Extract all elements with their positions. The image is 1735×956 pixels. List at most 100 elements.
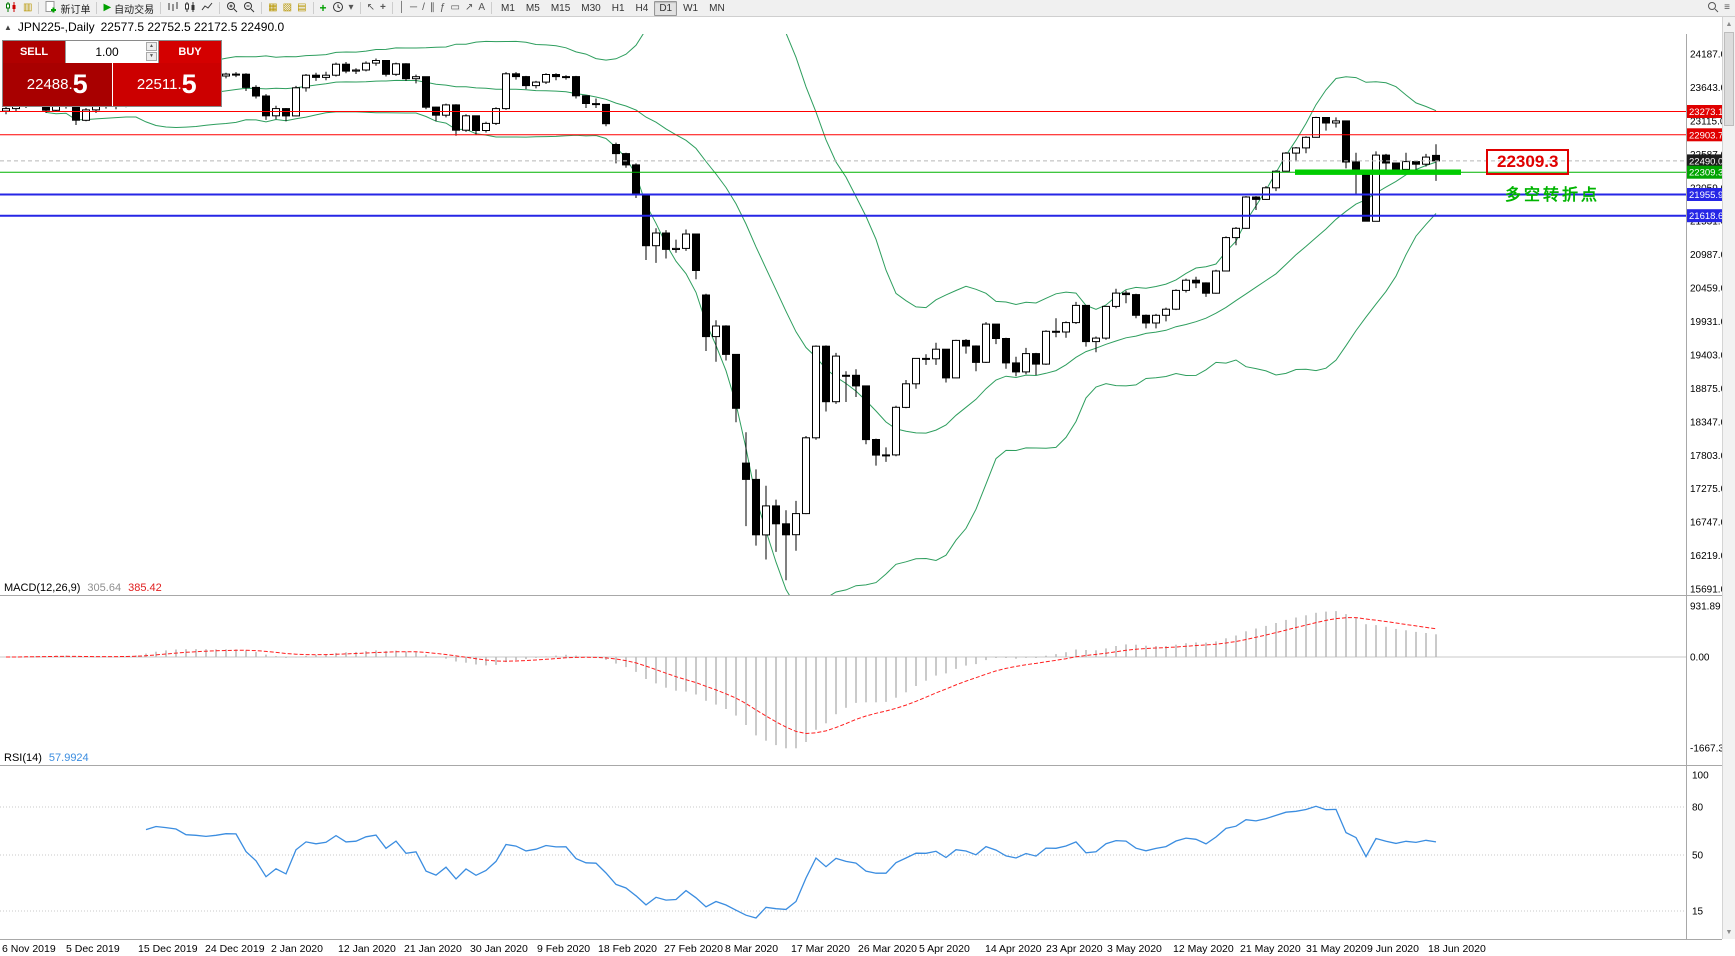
line-chart-icon <box>201 1 213 16</box>
svg-text:23115.0: 23115.0 <box>1690 116 1726 127</box>
arrange-windows-button[interactable]: ▤ <box>295 1 308 16</box>
tile-windows-button[interactable]: ▦ <box>266 1 279 16</box>
svg-text:18 Jun 2020: 18 Jun 2020 <box>1428 943 1486 955</box>
svg-text:12 May 2020: 12 May 2020 <box>1173 943 1234 955</box>
zoom-out-button[interactable] <box>241 1 257 16</box>
search-button[interactable] <box>1705 1 1721 16</box>
arrange-windows-icon: ▤ <box>297 2 307 13</box>
buy-button[interactable]: BUY <box>159 41 221 63</box>
one-click-collapse-button[interactable]: ▲ <box>4 22 12 32</box>
chart-canvas[interactable]: 24187.023643.023115.022587.022059.021531… <box>0 17 1735 956</box>
timeframe-mn-button[interactable]: MN <box>704 1 730 16</box>
svg-text:6 Nov 2019: 6 Nov 2019 <box>2 943 56 955</box>
timeframe-d1-button[interactable]: D1 <box>654 0 678 16</box>
svg-text:30 Jan 2020: 30 Jan 2020 <box>470 943 528 955</box>
timeframe-m5-button[interactable]: M5 <box>521 1 545 16</box>
svg-text:23643.0: 23643.0 <box>1690 83 1727 94</box>
templates-button[interactable]: ▾ <box>347 1 356 16</box>
sell-button[interactable]: SELL <box>3 41 65 63</box>
zoom-out-icon <box>243 1 255 16</box>
timeframe-h4-button[interactable]: H4 <box>631 1 654 16</box>
svg-text:18 Feb 2020: 18 Feb 2020 <box>598 943 657 955</box>
scroll-down-arrow[interactable]: ▼ <box>1725 928 1733 936</box>
new-order-label: 新订单 <box>60 4 91 16</box>
new-order-button[interactable]: 新订单 <box>43 0 92 16</box>
zoom-in-button[interactable] <box>224 1 240 16</box>
fibonacci-button[interactable]: ƒ <box>438 1 448 16</box>
volume-decrease-button[interactable]: ▼ <box>146 52 157 61</box>
bar-chart-icon <box>167 1 179 16</box>
svg-text:31 May 2020: 31 May 2020 <box>1306 943 1367 955</box>
scroll-up-arrow[interactable]: ▲ <box>1725 20 1733 28</box>
vertical-line-button[interactable]: │ <box>397 1 407 16</box>
trendline-icon: / <box>422 2 425 13</box>
svg-text:9 Jun 2020: 9 Jun 2020 <box>1367 943 1419 955</box>
volume-field: ▲ ▼ <box>65 41 159 63</box>
profiles-button[interactable]: ▥ <box>21 1 34 16</box>
timeframe-m30-button[interactable]: M30 <box>576 1 605 16</box>
profiles-icon: ▥ <box>23 2 33 13</box>
rsi-layer <box>0 805 1686 919</box>
svg-text:8 Mar 2020: 8 Mar 2020 <box>725 943 778 955</box>
rsi-value: 57.9924 <box>48 752 89 764</box>
svg-text:22309.3: 22309.3 <box>1689 168 1723 179</box>
svg-text:-1667.31: -1667.31 <box>1690 744 1730 755</box>
rsi-indicator-label: RSI(14) 57.9924 <box>4 752 89 764</box>
svg-text:19931.0: 19931.0 <box>1690 317 1727 328</box>
cascade-windows-button[interactable]: ▧ <box>281 1 294 16</box>
svg-text:24 Dec 2019: 24 Dec 2019 <box>205 943 265 955</box>
shapes-icon: ▭ <box>450 2 460 13</box>
fibonacci-icon: ƒ <box>439 2 446 13</box>
cursor-icon: ↖ <box>366 2 375 13</box>
toolbar: ▥ 新订单 ▶ 自动交易 ▦ ▧ ▤ + ▾ ↖ + │ ─ / ∥ ƒ ▭ ↗ … <box>0 0 1735 17</box>
shapes-button[interactable]: ▭ <box>448 1 461 16</box>
cursor-button[interactable]: ↖ <box>365 1 377 16</box>
trendline-button[interactable]: / <box>420 1 427 16</box>
candle-chart-button[interactable] <box>182 1 198 16</box>
turning-point-note: 多空转折点 <box>1505 187 1601 204</box>
indicators-plus-icon: + <box>319 1 327 15</box>
timeframe-m1-button[interactable]: M1 <box>496 1 520 16</box>
play-icon: ▶ <box>103 2 112 13</box>
toolbar-separator <box>160 2 162 14</box>
tile-windows-icon: ▦ <box>268 2 278 13</box>
auto-trading-button[interactable]: ▶ 自动交易 <box>101 1 156 16</box>
vertical-scrollbar[interactable]: ▲ ▼ <box>1722 17 1735 939</box>
svg-text:5 Dec 2019: 5 Dec 2019 <box>66 943 120 955</box>
svg-text:14 Apr 2020: 14 Apr 2020 <box>985 943 1042 955</box>
scrollbar-thumb[interactable] <box>1724 32 1734 126</box>
svg-text:23 Apr 2020: 23 Apr 2020 <box>1046 943 1103 955</box>
svg-text:15 Dec 2019: 15 Dec 2019 <box>138 943 198 955</box>
svg-text:15: 15 <box>1692 907 1704 918</box>
date-axis[interactable]: 6 Nov 2019 5 Dec 2019 15 Dec 2019 24 Dec 20… <box>2 943 1486 955</box>
text-tool-icon: A <box>478 2 485 13</box>
timeframe-w1-button[interactable]: W1 <box>678 1 703 16</box>
volume-increase-button[interactable]: ▲ <box>146 42 157 51</box>
toolbar-separator <box>219 2 221 14</box>
chart-ohlc-values: 22577.5 22752.5 22172.5 22490.0 <box>100 20 285 34</box>
sell-price[interactable]: 22488. 5 <box>3 63 113 106</box>
price-axis[interactable]: 24187.023643.023115.022587.022059.021531… <box>1687 50 1730 918</box>
chart-window: 24187.023643.023115.022587.022059.021531… <box>0 17 1735 955</box>
macd-histogram-value: 305.64 <box>87 582 122 594</box>
new-chart-button[interactable] <box>3 1 20 16</box>
menu-icon: ≡ <box>1724 2 1730 13</box>
timeframe-h1-button[interactable]: H1 <box>607 1 630 16</box>
svg-text:80: 80 <box>1692 803 1704 814</box>
svg-text:100: 100 <box>1692 771 1709 782</box>
crosshair-button[interactable]: + <box>378 1 388 16</box>
line-chart-button[interactable] <box>199 1 215 16</box>
candles-layer <box>2 58 1440 581</box>
channel-button[interactable]: ∥ <box>428 1 437 16</box>
bar-chart-button[interactable] <box>165 1 181 16</box>
indicators-button[interactable]: + <box>318 1 329 16</box>
menu-button[interactable]: ≡ <box>1722 1 1732 16</box>
period-button[interactable] <box>330 1 346 16</box>
volume-input[interactable] <box>66 44 158 60</box>
bollinger-lower <box>45 111 1437 595</box>
horizontal-line-button[interactable]: ─ <box>408 1 419 16</box>
arrows-button[interactable]: ↗ <box>463 1 475 16</box>
buy-price[interactable]: 22511. 5 <box>112 63 221 106</box>
timeframe-m15-button[interactable]: M15 <box>546 1 575 16</box>
text-tool-button[interactable]: A <box>476 1 487 16</box>
